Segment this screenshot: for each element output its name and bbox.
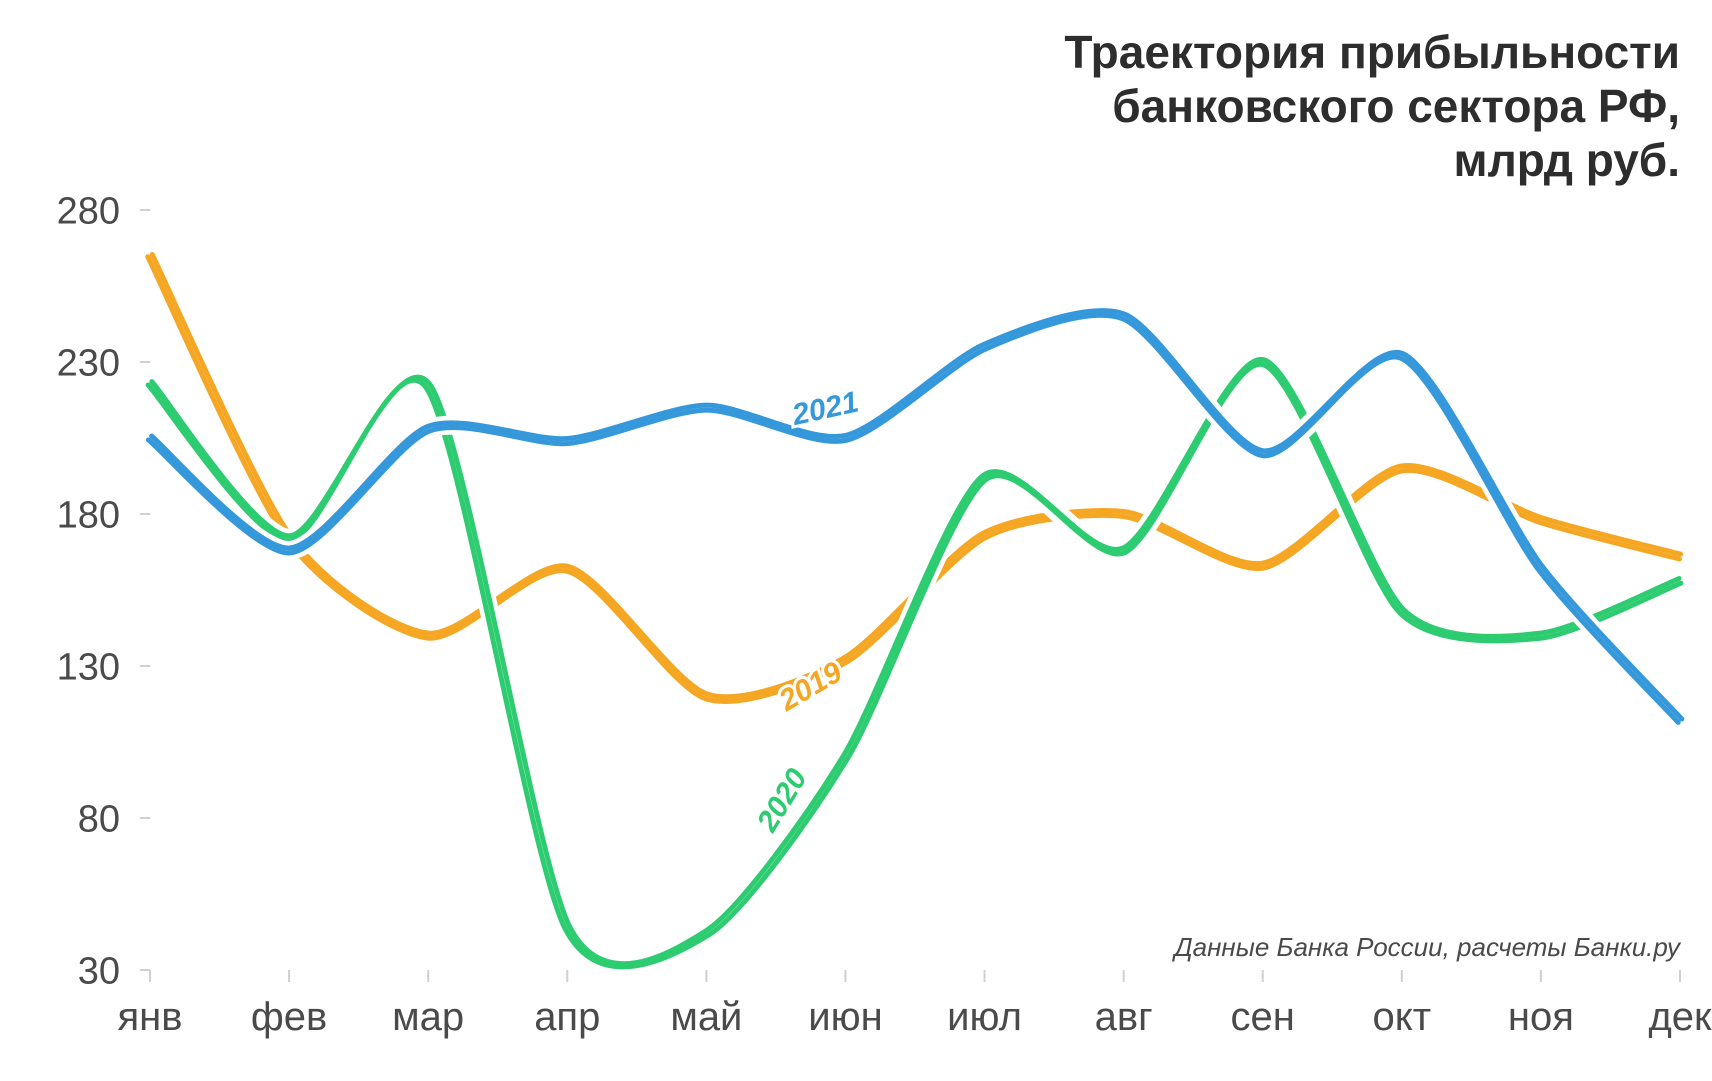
x-tick-label: фев xyxy=(251,995,327,1039)
y-tick-label: 30 xyxy=(78,950,120,992)
y-tick-label: 130 xyxy=(57,646,120,688)
x-tick-label: дек xyxy=(1648,995,1712,1039)
x-tick-label: июн xyxy=(808,995,882,1039)
x-tick-label: ноя xyxy=(1508,995,1574,1039)
line-chart: 30 80 130 180 230 280 янв фев мар апр май июн июл авг… xyxy=(0,0,1712,1081)
chart-title-line: Траектория прибыльности xyxy=(1064,26,1680,78)
chart-title-line: млрд руб. xyxy=(1454,134,1680,186)
x-tick-label: сен xyxy=(1231,995,1295,1039)
chart-source: Данные Банка России, расчеты Банки.ру xyxy=(1171,932,1682,962)
x-tick-label: июл xyxy=(947,995,1022,1039)
x-tick-label: окт xyxy=(1373,995,1432,1039)
y-tick-label: 230 xyxy=(57,342,120,384)
x-tick-label: апр xyxy=(534,995,600,1039)
chart-container: 30 80 130 180 230 280 янв фев мар апр май июн июл авг… xyxy=(0,0,1712,1081)
x-tick-label: май xyxy=(670,995,742,1039)
x-tick-label: мар xyxy=(392,995,464,1039)
y-tick-label: 280 xyxy=(57,190,120,232)
chart-title-line: банковского сектора РФ, xyxy=(1112,80,1680,132)
x-tick-label: авг xyxy=(1095,995,1153,1039)
y-tick-label: 80 xyxy=(78,798,120,840)
y-tick-label: 180 xyxy=(57,494,120,536)
x-tick-label: янв xyxy=(118,995,183,1039)
